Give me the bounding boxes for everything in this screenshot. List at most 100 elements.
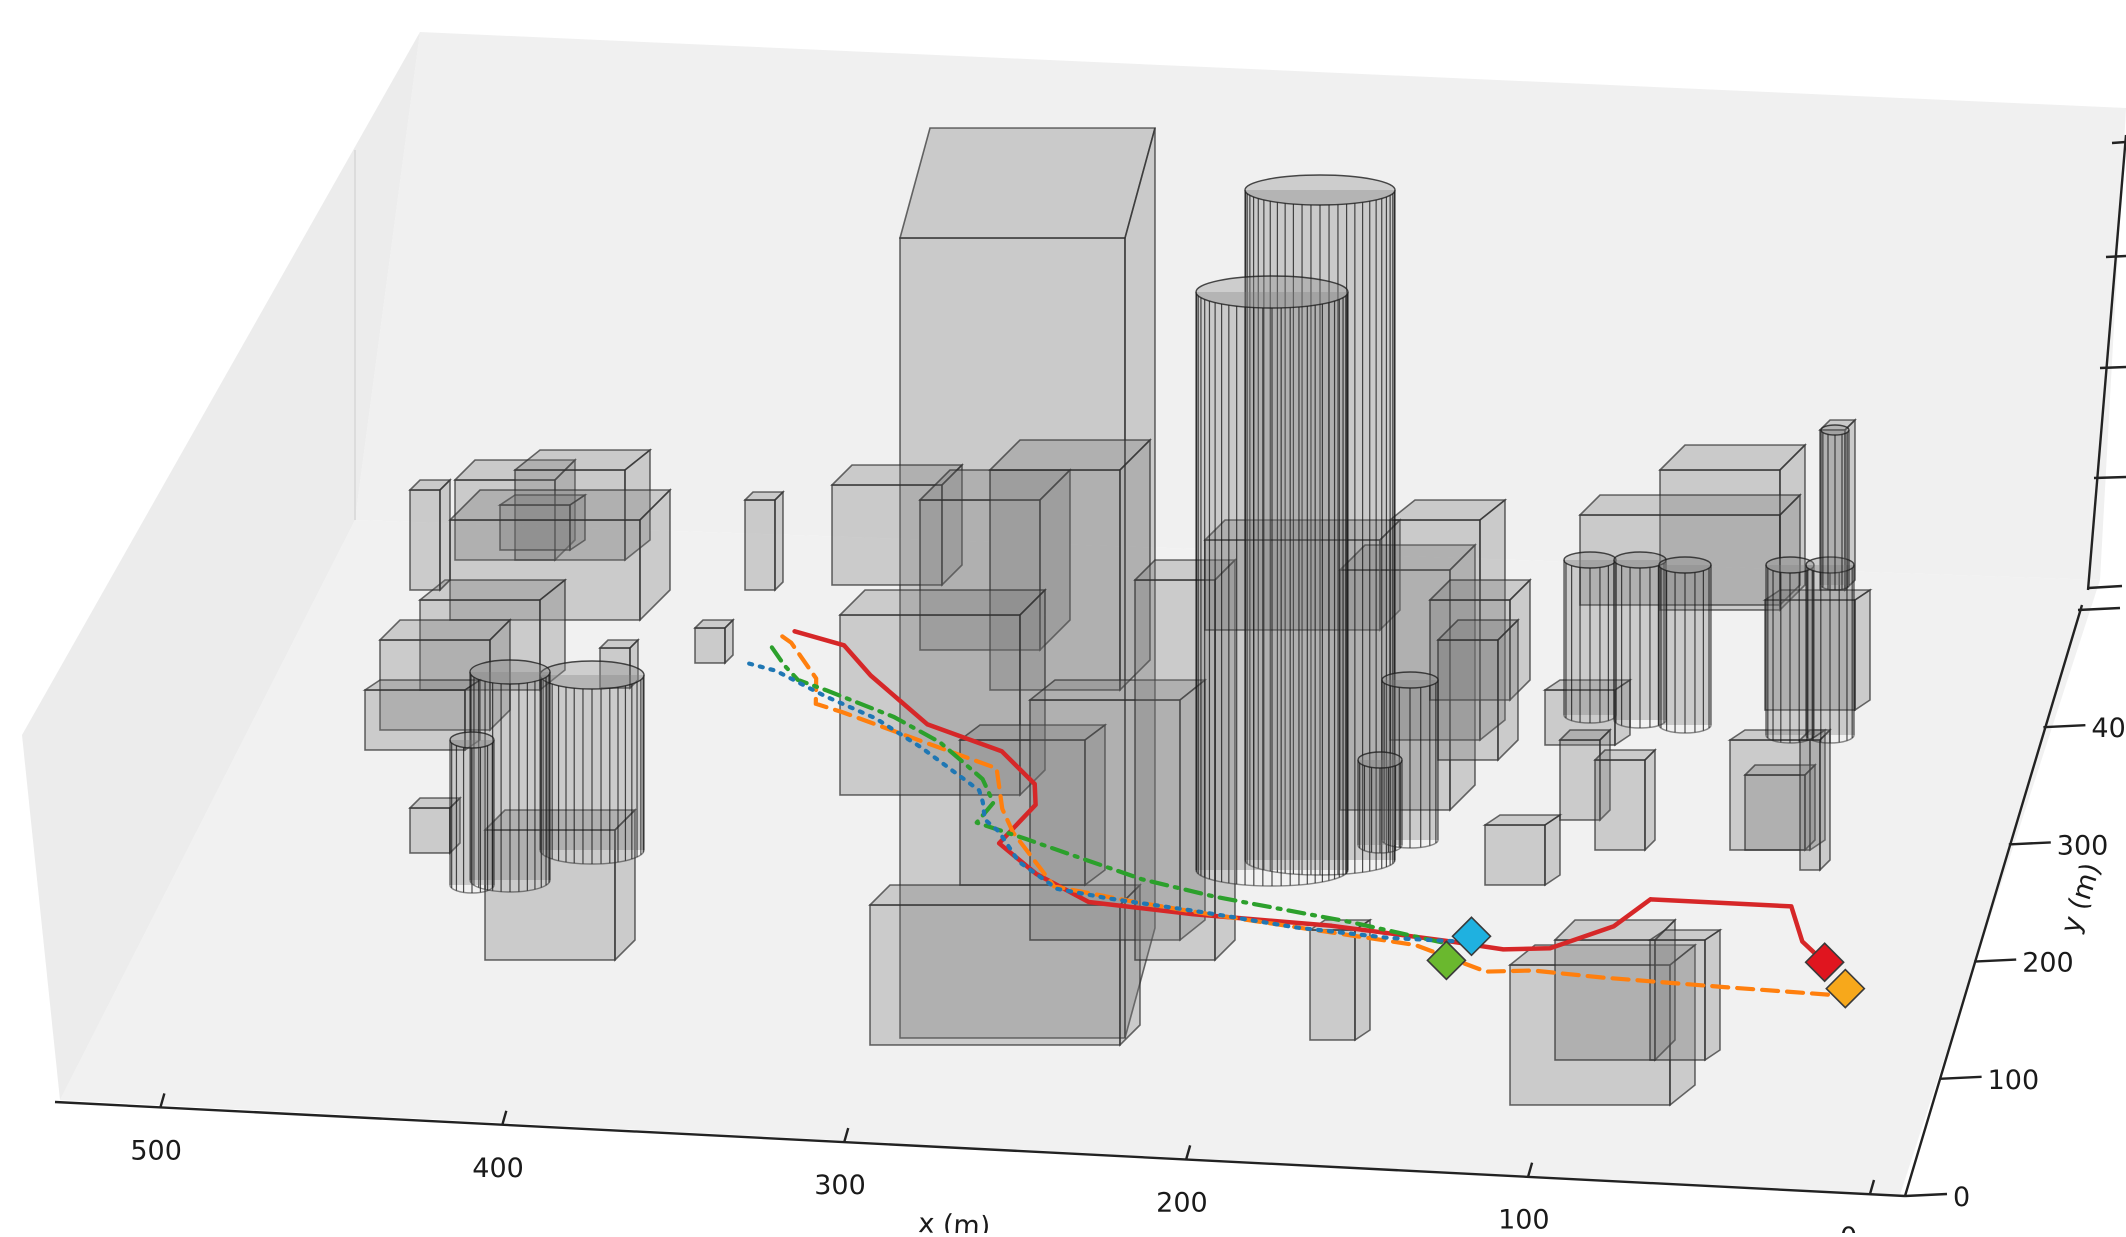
building-box [1484, 824, 1546, 886]
series-3-line [769, 645, 1447, 946]
marker-1 [1451, 916, 1492, 957]
y-tick-mark [1974, 958, 2017, 963]
building-side [629, 638, 639, 690]
y-tick-label: 0 [1953, 1182, 1970, 1213]
building-side [1124, 127, 1156, 1039]
building-side [614, 808, 636, 962]
building-side [624, 448, 651, 562]
marker-4 [1825, 968, 1866, 1009]
building-top [362, 679, 483, 691]
building-box [364, 689, 466, 751]
building-cylinder [539, 660, 645, 865]
building-box [694, 627, 726, 664]
y-tick-mark [2043, 724, 2086, 729]
building-cylinder [1658, 556, 1712, 734]
x-axis-label: x (m) [918, 1208, 991, 1233]
y-tick-label: 200 [2022, 948, 2074, 979]
building-box [1554, 939, 1656, 1061]
left-wall [22, 32, 420, 1100]
building-box [1309, 929, 1356, 1041]
building-side [1084, 723, 1106, 887]
building-side [774, 490, 784, 592]
z-axis-line [2086, 134, 2126, 591]
x-tick-label: 500 [130, 1135, 182, 1166]
z-ticks [2087, 140, 2126, 590]
x-tick-mark [843, 1127, 850, 1143]
y-tick-label: 100 [1988, 1065, 2040, 1096]
building-side [1809, 728, 1826, 852]
building-side [941, 463, 963, 587]
x-tick-label: 100 [1498, 1205, 1550, 1233]
building-side [639, 488, 671, 622]
building-cylinder [1805, 556, 1855, 744]
building-box [1594, 759, 1646, 851]
building-box [1204, 539, 1381, 631]
y-tick-label: 400 [2091, 713, 2126, 744]
building-box [831, 484, 943, 586]
x-tick-label: 200 [1156, 1187, 1208, 1218]
building-box [409, 489, 441, 591]
y-axis-line [1903, 604, 2084, 1197]
building-cylinder [1381, 671, 1439, 849]
building-cylinder [1820, 424, 1850, 591]
building-top [838, 589, 1047, 616]
building-side [1039, 468, 1071, 652]
building-cylinder [1195, 275, 1349, 887]
building-box [409, 807, 451, 854]
building-side [569, 493, 586, 552]
building-box [1799, 739, 1821, 871]
building-side [1644, 748, 1656, 852]
building-cylinder [469, 659, 551, 893]
x-ticks: 500 400 300 200 100 0 [130, 1093, 1876, 1237]
building-cylinder [1357, 751, 1403, 854]
buildings [362, 127, 1873, 1107]
x-tick-mark [1184, 1145, 1192, 1160]
building-box [1429, 599, 1511, 701]
y-tick-mark [2008, 841, 2051, 846]
marker-3 [1804, 942, 1845, 983]
building-side [1509, 578, 1531, 702]
building-cylinder [1613, 551, 1667, 729]
y-axis-label: y (m) [2055, 859, 2107, 937]
building-side [1544, 813, 1561, 887]
building-side [1614, 678, 1631, 747]
series-4-line [747, 661, 1472, 945]
building-side [1119, 438, 1151, 692]
building-box [1437, 639, 1499, 761]
x-tick-label: 300 [814, 1170, 866, 1201]
x-tick-mark [501, 1110, 508, 1126]
series-2-line [780, 634, 1832, 997]
building-side [1779, 493, 1801, 607]
building-box [1389, 519, 1481, 741]
building-side [1019, 588, 1046, 797]
y-ticks: 010020030040050 [1904, 606, 2126, 1213]
building-box [1649, 939, 1706, 1061]
x-tick-mark [159, 1093, 166, 1108]
x-tick-label: 400 [472, 1153, 524, 1184]
building-cylinder [1563, 551, 1617, 724]
x-tick-label: 0 [1840, 1222, 1857, 1233]
y-tick-mark [2077, 606, 2121, 612]
building-box [1744, 774, 1806, 851]
building-side [439, 478, 451, 592]
building-side [1704, 928, 1721, 1062]
building-box [1559, 739, 1601, 821]
building-side [1654, 918, 1676, 1062]
building-top [1578, 494, 1802, 516]
x-axis-line [54, 1100, 1906, 1198]
trajectories [747, 629, 1832, 997]
marker-2 [1426, 940, 1467, 981]
building-side [539, 578, 566, 692]
building-box [744, 499, 776, 591]
building-side [724, 618, 734, 665]
building-box [449, 519, 641, 621]
building-top [448, 489, 672, 521]
y-tick-mark [1939, 1075, 1982, 1080]
markers [1426, 916, 1866, 1009]
building-side [1449, 543, 1476, 812]
building-cylinder [449, 731, 495, 894]
y-tick-mark [1904, 1192, 1948, 1198]
building-box [419, 599, 541, 691]
